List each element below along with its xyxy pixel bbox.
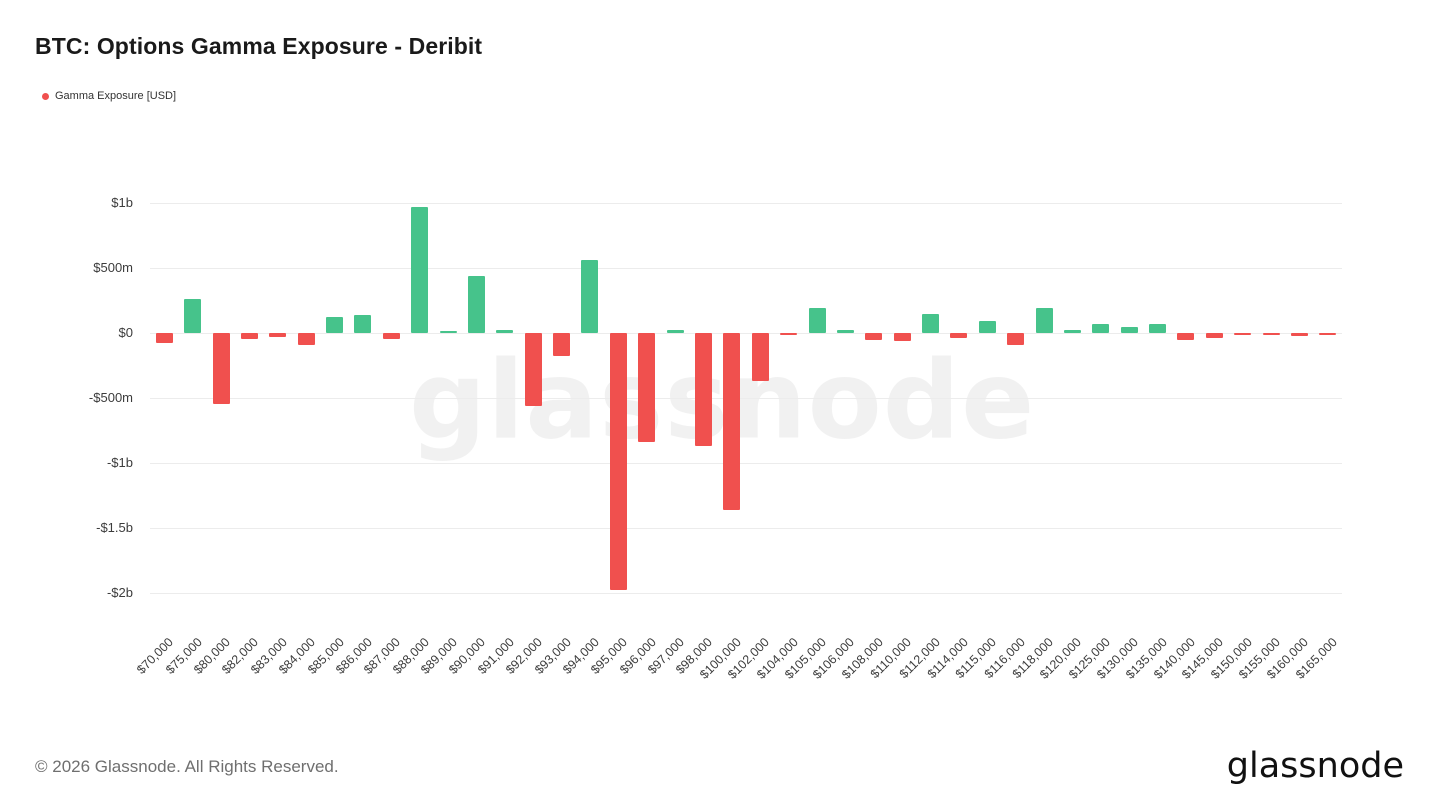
chart-title: BTC: Options Gamma Exposure - Deribit (35, 33, 483, 59)
bar-$160,000[interactable] (1290, 333, 1308, 336)
gridline (150, 268, 1342, 270)
y-axis-label: -$2b (106, 584, 133, 600)
bar-$115,000[interactable] (978, 321, 996, 333)
bar-$125,000[interactable] (1092, 323, 1110, 333)
bar-$86,000[interactable] (354, 315, 372, 333)
bar-$96,000[interactable] (638, 333, 656, 442)
bar-$114,000[interactable] (950, 333, 968, 339)
gridline (150, 333, 1342, 334)
bar-$87,000[interactable] (382, 333, 400, 339)
y-axis-label: $1b (111, 195, 133, 211)
bar-$90,000[interactable] (467, 275, 485, 333)
legend-item-gamma-exposure[interactable]: Gamma Exposure [USD] (42, 90, 176, 102)
bar-$112,000[interactable] (922, 313, 939, 333)
bar-$91,000[interactable] (496, 329, 514, 333)
y-axis-label: $0 (118, 325, 133, 340)
bar-$150,000[interactable] (1234, 333, 1252, 335)
y-axis-label: -$1b (106, 454, 133, 470)
bar-$135,000[interactable] (1149, 323, 1166, 333)
gridline (150, 397, 1342, 399)
gridline (150, 462, 1342, 464)
gridline (150, 527, 1342, 529)
bar-$140,000[interactable] (1177, 333, 1195, 341)
bar-$165,000[interactable] (1319, 333, 1337, 335)
gridline (150, 592, 1342, 594)
gridlines-layer (150, 185, 1342, 625)
bar-$70,000[interactable] (155, 333, 173, 344)
y-axis-label: -$500m (88, 389, 133, 405)
footer-copyright: © 2026 Glassnode. All Rights Reserved. (35, 757, 339, 776)
bar-$116,000[interactable] (1007, 333, 1025, 345)
y-axis-label: -$1.5b (96, 519, 133, 535)
y-axis-label: $500m (93, 260, 133, 276)
bar-$95,000[interactable] (609, 333, 627, 590)
bar-$88,000[interactable] (411, 207, 429, 333)
bars-layer (150, 185, 1342, 625)
bar-$145,000[interactable] (1205, 333, 1223, 338)
bar-$82,000[interactable] (240, 333, 258, 339)
bar-$94,000[interactable] (581, 260, 599, 333)
bar-$102,000[interactable] (751, 333, 769, 381)
bar-$105,000[interactable] (808, 308, 826, 333)
bar-$130,000[interactable] (1120, 326, 1138, 333)
bar-$110,000[interactable] (893, 333, 911, 342)
bar-$97,000[interactable] (666, 330, 684, 333)
bar-$106,000[interactable] (836, 329, 854, 333)
bar-$93,000[interactable] (553, 333, 570, 357)
gridline (150, 203, 1342, 205)
bar-$83,000[interactable] (269, 333, 287, 337)
plot-area: glassnode $70,000 $75,000 $80,000 $82,000 $8… (134, 185, 1342, 682)
bar-$118,000[interactable] (1035, 308, 1053, 333)
legend-dot-icon (42, 92, 49, 100)
brand-logo: glassnode (1226, 746, 1404, 786)
legend-label: Gamma Exposure [USD] (55, 90, 177, 102)
bar-$85,000[interactable] (326, 317, 343, 333)
bar-$80,000[interactable] (212, 333, 230, 405)
bar-$98,000[interactable] (694, 333, 712, 446)
y-axis: $1b $500m $0 -$500m -$1b -$1.5b -$2b (0, 185, 138, 625)
bar-$104,000[interactable] (780, 333, 798, 335)
bar-$84,000[interactable] (297, 333, 315, 346)
bar-$155,000[interactable] (1262, 333, 1280, 335)
bar-$120,000[interactable] (1063, 330, 1081, 333)
bar-$108,000[interactable] (865, 333, 883, 341)
bar-$92,000[interactable] (524, 333, 542, 406)
bar-$100,000[interactable] (723, 333, 741, 510)
bar-$75,000[interactable] (184, 299, 202, 333)
bar-$89,000[interactable] (439, 331, 457, 333)
